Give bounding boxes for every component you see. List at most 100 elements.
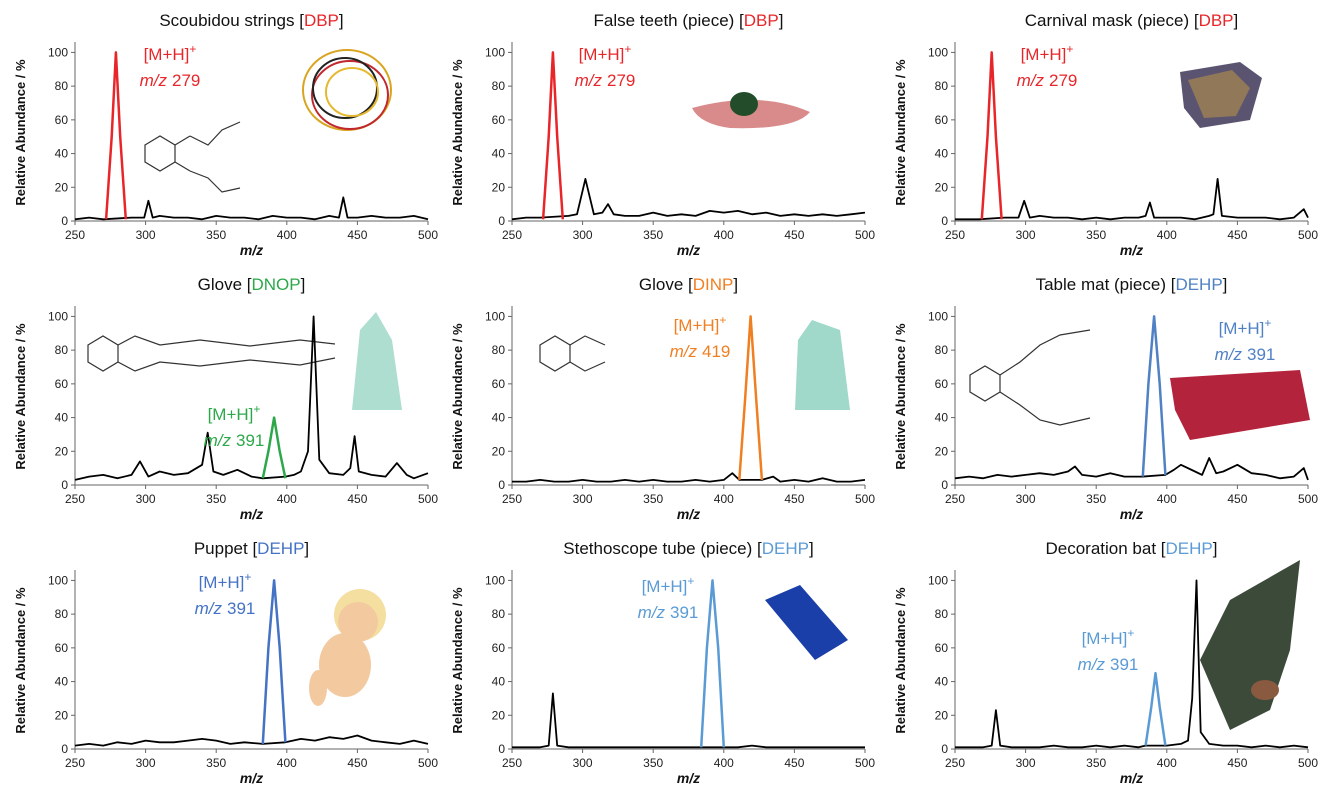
y-tick-label: 100 bbox=[928, 309, 948, 323]
x-tick-label: 300 bbox=[573, 492, 593, 506]
x-tick-label: 350 bbox=[206, 228, 226, 242]
structure-dinp bbox=[540, 336, 605, 371]
y-tick-label: 40 bbox=[935, 147, 949, 161]
y-tick-label: 40 bbox=[55, 411, 69, 425]
spectrum-line bbox=[543, 52, 563, 219]
x-axis-label: m/z bbox=[240, 770, 263, 786]
y-axis-label: Relative Abundance / % bbox=[13, 587, 28, 734]
x-tick-label: 500 bbox=[1298, 228, 1318, 242]
title-part: Glove [ bbox=[198, 275, 252, 294]
spectrum-line bbox=[512, 693, 865, 747]
y-tick-label: 100 bbox=[928, 45, 948, 59]
y-axis-label: Relative Abundance / % bbox=[893, 323, 908, 470]
photo-puppet bbox=[309, 589, 386, 706]
y-tick-label: 0 bbox=[61, 478, 68, 492]
mz-symbol: m/z bbox=[575, 71, 603, 90]
y-tick-label: 80 bbox=[55, 607, 69, 621]
ion-charge: + bbox=[1127, 626, 1134, 640]
ion-label: [M+H]+ bbox=[1219, 316, 1272, 338]
mz-symbol: m/z bbox=[1215, 345, 1243, 364]
panel: Carnival mask (piece) [DBP]0204060801002… bbox=[893, 11, 1318, 258]
mz-label: m/z391 bbox=[195, 599, 256, 618]
spectrum-line bbox=[1146, 673, 1166, 746]
x-tick-label: 400 bbox=[714, 756, 734, 770]
ion: [M+H] bbox=[642, 577, 688, 596]
x-tick-label: 300 bbox=[1016, 756, 1036, 770]
y-tick-label: 80 bbox=[935, 79, 949, 93]
y-axis-label: Relative Abundance / % bbox=[13, 59, 28, 206]
x-tick-label: 350 bbox=[206, 756, 226, 770]
mz-label: m/z391 bbox=[1215, 345, 1276, 364]
panel: Stethoscope tube (piece) [DEHP]020406080… bbox=[450, 539, 875, 786]
title-part: DINP bbox=[693, 275, 734, 294]
x-axis-label: m/z bbox=[1120, 770, 1143, 786]
ion-charge: + bbox=[253, 402, 260, 416]
y-tick-label: 20 bbox=[492, 180, 506, 194]
ion-charge: + bbox=[1264, 316, 1271, 330]
y-tick-label: 0 bbox=[941, 742, 948, 756]
x-axis-label: m/z bbox=[677, 506, 700, 522]
y-tick-label: 0 bbox=[498, 478, 505, 492]
mz-symbol: m/z bbox=[140, 71, 168, 90]
y-tick-label: 60 bbox=[55, 113, 69, 127]
x-tick-label: 450 bbox=[1227, 228, 1247, 242]
mz-value: 419 bbox=[702, 342, 730, 361]
x-axis-label: m/z bbox=[240, 242, 263, 258]
ion-label: [M+H]+ bbox=[199, 570, 252, 592]
ion: [M+H] bbox=[144, 45, 190, 64]
title-part: DBP bbox=[304, 11, 339, 30]
x-tick-label: 250 bbox=[945, 492, 965, 506]
y-tick-label: 20 bbox=[935, 180, 949, 194]
panel: False teeth (piece) [DBP]020406080100250… bbox=[450, 11, 875, 258]
x-tick-label: 250 bbox=[502, 492, 522, 506]
panel-title: Glove [DINP] bbox=[639, 275, 738, 294]
spectrum-line bbox=[955, 179, 1308, 219]
ion: [M+H] bbox=[1219, 319, 1265, 338]
panel-title: Table mat (piece) [DEHP] bbox=[1036, 275, 1228, 294]
title-part: DNOP bbox=[252, 275, 301, 294]
ion-label: [M+H]+ bbox=[144, 42, 197, 64]
ion-charge: + bbox=[624, 42, 631, 56]
mz-value: 391 bbox=[236, 431, 264, 450]
spectrum-line bbox=[1143, 316, 1166, 476]
photo-false-teeth bbox=[692, 92, 810, 128]
ion-charge: + bbox=[719, 313, 726, 327]
panel-title: Carnival mask (piece) [DBP] bbox=[1025, 11, 1239, 30]
x-tick-label: 450 bbox=[347, 756, 367, 770]
x-tick-label: 500 bbox=[855, 228, 875, 242]
title-part: DBP bbox=[744, 11, 779, 30]
title-part: Scoubidou strings [ bbox=[159, 11, 304, 30]
y-tick-label: 20 bbox=[935, 444, 949, 458]
x-tick-label: 400 bbox=[277, 228, 297, 242]
spectrum-line bbox=[512, 473, 865, 481]
ion: [M+H] bbox=[199, 573, 245, 592]
x-axis-label: m/z bbox=[240, 506, 263, 522]
y-tick-label: 0 bbox=[61, 742, 68, 756]
mz-value: 279 bbox=[1049, 71, 1077, 90]
title-part: ] bbox=[733, 275, 738, 294]
x-tick-label: 500 bbox=[855, 756, 875, 770]
photo-table-mat bbox=[1170, 370, 1310, 440]
y-tick-label: 40 bbox=[935, 675, 949, 689]
photo-mask bbox=[1180, 62, 1262, 128]
x-tick-label: 350 bbox=[1086, 228, 1106, 242]
y-tick-label: 60 bbox=[492, 377, 506, 391]
spectrum-line bbox=[75, 197, 428, 219]
y-tick-label: 60 bbox=[935, 377, 949, 391]
photo-bat bbox=[1200, 560, 1300, 730]
y-tick-label: 40 bbox=[492, 147, 506, 161]
ion-charge: + bbox=[1066, 42, 1073, 56]
x-axis-label: m/z bbox=[677, 242, 700, 258]
ion-label: [M+H]+ bbox=[642, 574, 695, 596]
panel-title: Scoubidou strings [DBP] bbox=[159, 11, 343, 30]
x-tick-label: 450 bbox=[784, 756, 804, 770]
ion: [M+H] bbox=[1021, 45, 1067, 64]
x-tick-label: 400 bbox=[1157, 756, 1177, 770]
y-tick-label: 40 bbox=[55, 675, 69, 689]
x-tick-label: 500 bbox=[418, 756, 438, 770]
spectrum-line bbox=[982, 52, 1002, 219]
x-tick-label: 450 bbox=[347, 492, 367, 506]
title-part: ] bbox=[1234, 11, 1239, 30]
